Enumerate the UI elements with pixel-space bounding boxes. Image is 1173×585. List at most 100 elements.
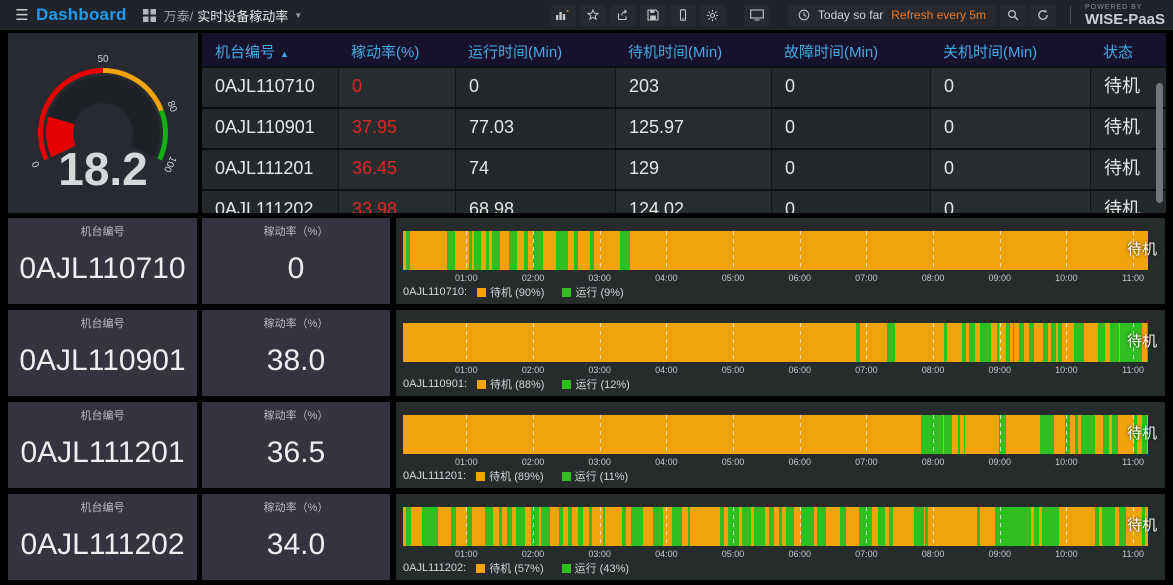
run-stripe	[892, 323, 896, 362]
run-stripe	[1116, 415, 1119, 454]
run-stripe	[533, 507, 539, 546]
table-header-cell[interactable]: 运行时间(Min)	[468, 44, 563, 61]
legend-item-run[interactable]: 运行 (9%)	[562, 284, 624, 300]
clock-icon	[798, 9, 810, 21]
run-stripe	[926, 415, 931, 454]
menu-icon[interactable]: ☰	[15, 7, 29, 24]
run-stripe	[1101, 507, 1106, 546]
grid-line	[466, 323, 468, 362]
table-scrollbar[interactable]	[1156, 83, 1163, 203]
run-stripe	[1050, 507, 1054, 546]
run-stripe	[887, 323, 891, 362]
run-stripe	[1121, 323, 1125, 362]
legend-swatch-icon	[561, 471, 571, 481]
axis-tick-label: 01:00	[455, 549, 478, 559]
search-button[interactable]	[999, 4, 1026, 26]
grid-line	[799, 323, 801, 362]
grid-line	[599, 323, 601, 362]
grid-line	[999, 231, 1001, 270]
run-stripe	[1005, 507, 1008, 546]
run-stripe	[930, 415, 935, 454]
run-stripe	[567, 507, 573, 546]
legend-item-idle[interactable]: 待机 (89%)	[476, 468, 544, 484]
card-title: 机台编号	[80, 226, 125, 238]
table-header-cell[interactable]: 故障时间(Min)	[784, 44, 879, 61]
run-stripe	[1080, 415, 1086, 454]
run-stripe	[1073, 323, 1078, 362]
run-stripe	[532, 231, 538, 270]
bar-state-label: 待机	[1126, 333, 1157, 350]
save-button[interactable]	[639, 4, 666, 26]
card-title: 机台编号	[80, 502, 125, 514]
run-stripe	[539, 231, 544, 270]
table-header-cell[interactable]: 状态	[1103, 44, 1134, 61]
run-stripe	[507, 507, 512, 546]
table-header-cell[interactable]: 稼动率(%)	[351, 44, 420, 61]
table-row[interactable]: 0AJL111202 33.98 68.98 124.02 0 0 待机	[202, 189, 1166, 213]
star-button[interactable]	[579, 4, 606, 26]
grid-line	[799, 231, 801, 270]
legend-item-idle[interactable]: 待机 (90%)	[477, 284, 544, 300]
run-stripe	[982, 323, 986, 362]
axis-tick-label: 10:00	[1055, 457, 1078, 467]
run-stripe	[1105, 507, 1111, 546]
table-header-cell[interactable]: 待机时间(Min)	[628, 44, 723, 61]
axis-tick-label: 02:00	[521, 549, 545, 559]
breadcrumb[interactable]: 万泰/ 实时设备稼动率 ▼	[164, 6, 303, 25]
table-cell: 0	[930, 191, 1090, 213]
run-stripe	[619, 231, 626, 270]
refresh-button[interactable]	[1029, 4, 1056, 26]
run-stripe	[516, 507, 521, 546]
grid-line	[599, 231, 601, 270]
mobile-view-button[interactable]	[669, 4, 696, 26]
legend-swatch-icon	[476, 471, 486, 481]
legend-item-run[interactable]: 运行 (11%)	[561, 468, 628, 484]
axis-tick-label: 07:00	[855, 365, 878, 375]
legend-item-run[interactable]: 运行 (43%)	[561, 560, 629, 576]
legend-item-idle[interactable]: 待机 (57%)	[476, 560, 544, 576]
legend-label: 运行 (12%)	[575, 379, 630, 391]
run-stripe	[1042, 507, 1048, 546]
run-stripe	[524, 231, 529, 270]
machine-status-table: 机台编号 ▲ 稼动率(%) 运行时间(Min) 待机时间(Min) 故障时间(Min) 关机…	[202, 33, 1166, 213]
legend-item-run[interactable]: 运行 (12%)	[562, 376, 630, 392]
card-title: 机台编号	[80, 318, 125, 330]
legend-item-idle[interactable]: 待机 (88%)	[477, 376, 544, 392]
run-stripe	[1110, 507, 1115, 546]
axis-tick-label: 06:00	[788, 549, 811, 559]
dashboard-logo[interactable]: Dashboard	[36, 5, 127, 24]
utilization-rate-value: 0	[287, 251, 305, 285]
run-stripe	[719, 507, 724, 546]
run-stripe	[544, 507, 550, 546]
grid-line	[733, 231, 735, 270]
settings-gear-icon[interactable]	[699, 4, 726, 26]
run-stripe	[495, 231, 501, 270]
legend-swatch-icon	[477, 287, 487, 297]
table-cell: 0AJL110901	[215, 117, 315, 137]
machine-id-card: 机台编号 0AJL110901	[8, 310, 197, 396]
table-header-cell[interactable]: 关机时间(Min)	[943, 44, 1038, 61]
add-panel-button[interactable]	[549, 4, 576, 26]
table-cell: 待机	[1090, 150, 1166, 189]
time-range-button[interactable]: Today so far Refresh every 5m	[787, 4, 996, 26]
tv-mode-button[interactable]	[743, 4, 770, 26]
run-stripe	[1047, 507, 1051, 546]
table-row[interactable]: 0AJL110710 0 0 203 0 0 待机	[202, 66, 1166, 107]
axis-tick-label: 03:00	[588, 549, 611, 559]
run-stripe	[1135, 323, 1140, 362]
run-stripe	[537, 231, 540, 270]
table-row[interactable]: 0AJL110901 37.95 77.03 125.97 0 0 待机	[202, 107, 1166, 148]
run-stripe	[574, 231, 578, 270]
dashboard-grid-icon[interactable]	[142, 8, 156, 22]
run-stripe	[680, 507, 683, 546]
grid-line	[999, 323, 1001, 362]
table-row[interactable]: 0AJL111201 36.45 74 129 0 0 待机	[202, 148, 1166, 189]
table-header-cell[interactable]: 机台编号 ▲	[215, 44, 289, 61]
breadcrumb-page: 实时设备稼动率	[197, 8, 289, 24]
share-button[interactable]	[609, 4, 636, 26]
card-title: 稼动率（%）	[263, 502, 329, 514]
table-cell: 0	[771, 109, 930, 148]
grid-line	[599, 415, 601, 454]
grid-line	[866, 323, 868, 362]
run-stripe	[976, 507, 981, 546]
